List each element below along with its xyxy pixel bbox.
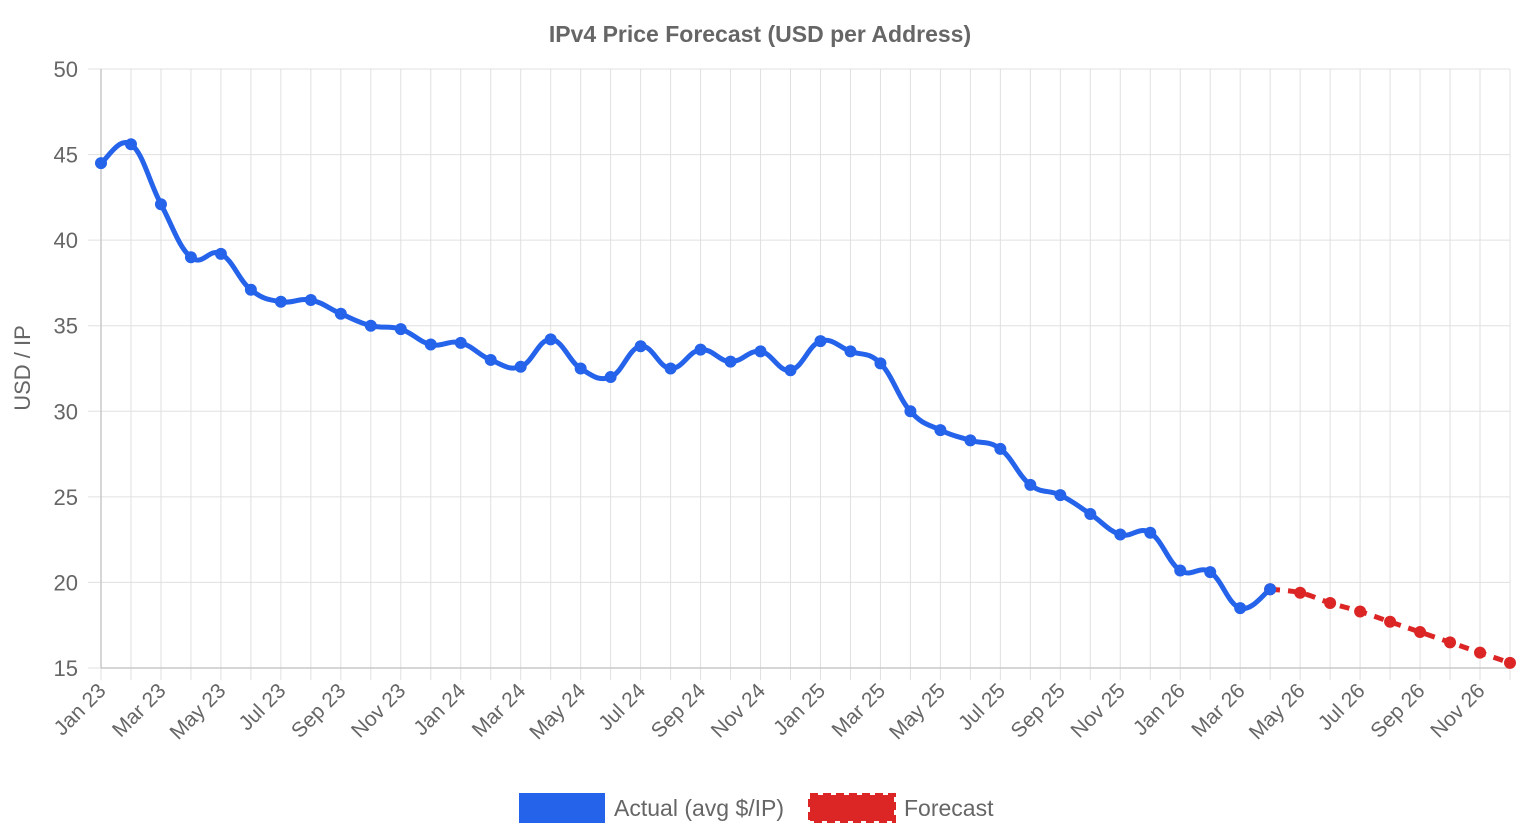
series-line-forecast <box>1269 586 1511 666</box>
data-point[interactable] <box>1294 586 1307 599</box>
y-tick-label: 15 <box>54 656 78 681</box>
data-point[interactable] <box>1354 605 1367 618</box>
data-point[interactable] <box>904 405 917 418</box>
data-point[interactable] <box>694 343 707 356</box>
series-actual <box>95 138 1277 615</box>
data-point[interactable] <box>1324 596 1337 609</box>
data-point[interactable] <box>634 340 647 353</box>
data-point[interactable] <box>274 295 287 308</box>
x-tick-label: Nov 26 <box>1426 679 1489 742</box>
chart-title: IPv4 Price Forecast (USD per Address) <box>549 21 971 47</box>
data-point[interactable] <box>1234 602 1247 615</box>
legend-swatch-forecast <box>808 793 896 823</box>
legend[interactable]: Actual (avg $/IP) Forecast <box>519 793 994 823</box>
data-point[interactable] <box>1084 507 1097 520</box>
data-point[interactable] <box>1474 646 1487 659</box>
data-point[interactable] <box>304 294 317 307</box>
data-point[interactable] <box>1144 526 1157 539</box>
data-point[interactable] <box>484 353 497 366</box>
data-point[interactable] <box>844 345 857 358</box>
data-point[interactable] <box>574 362 587 375</box>
data-point[interactable] <box>754 345 767 358</box>
x-tick-label: Jul 25 <box>954 679 1010 735</box>
legend-label-forecast: Forecast <box>904 795 994 821</box>
y-tick-label: 50 <box>54 57 78 82</box>
data-point[interactable] <box>1204 566 1217 579</box>
data-point[interactable] <box>1444 636 1457 649</box>
data-point[interactable] <box>934 424 947 437</box>
data-point[interactable] <box>1114 528 1127 541</box>
y-tick-label: 45 <box>54 143 78 168</box>
series-layer <box>95 138 1516 669</box>
data-point[interactable] <box>1414 626 1427 639</box>
data-point[interactable] <box>424 338 437 351</box>
data-point[interactable] <box>1504 656 1516 669</box>
x-tick-label: Mar 25 <box>828 679 890 741</box>
data-point[interactable] <box>454 336 467 349</box>
y-tick-label: 40 <box>54 228 78 253</box>
y-axis-label: USD / IP <box>10 325 35 411</box>
x-tick-label: Nov 25 <box>1066 679 1129 742</box>
x-tick-label: Nov 24 <box>707 679 771 743</box>
x-tick-label: Sep 25 <box>1007 679 1070 742</box>
data-point[interactable] <box>784 364 797 377</box>
legend-item-actual[interactable]: Actual (avg $/IP) <box>519 793 784 823</box>
x-tick-label: Jan 25 <box>769 679 830 740</box>
data-point[interactable] <box>154 198 167 211</box>
x-tick-label: Mar 24 <box>468 679 531 742</box>
data-point[interactable] <box>1384 615 1397 628</box>
data-point[interactable] <box>514 360 527 373</box>
x-tick-label: Sep 26 <box>1366 679 1429 742</box>
data-point[interactable] <box>1024 478 1037 491</box>
y-tick-label: 35 <box>54 314 78 339</box>
x-tick-label: Jan 26 <box>1129 679 1190 740</box>
data-point[interactable] <box>964 434 977 447</box>
y-tick-label: 30 <box>54 399 78 424</box>
data-point[interactable] <box>394 323 407 336</box>
x-tick-label: May 24 <box>525 679 590 744</box>
x-tick-label: May 23 <box>165 679 230 744</box>
data-point[interactable] <box>1264 583 1277 596</box>
legend-swatch-actual <box>519 793 605 823</box>
data-point[interactable] <box>994 442 1007 455</box>
x-tick-label: Jul 26 <box>1314 679 1370 735</box>
data-point[interactable] <box>244 283 257 296</box>
y-tick-label: 20 <box>54 570 78 595</box>
data-point[interactable] <box>1174 564 1187 577</box>
data-point[interactable] <box>664 362 677 375</box>
x-tick-label: Jul 24 <box>594 679 650 735</box>
x-tick-label: Nov 23 <box>347 679 410 742</box>
data-point[interactable] <box>124 138 137 151</box>
data-point[interactable] <box>214 247 227 260</box>
y-tick-label: 25 <box>54 485 78 510</box>
data-point[interactable] <box>814 335 827 348</box>
x-tick-label: Mar 26 <box>1187 679 1249 741</box>
legend-label-actual: Actual (avg $/IP) <box>614 795 784 821</box>
data-point[interactable] <box>334 307 347 320</box>
data-point[interactable] <box>604 371 617 384</box>
x-tick-label: Jan 23 <box>50 679 111 740</box>
data-point[interactable] <box>724 355 737 368</box>
x-tick-label: Sep 23 <box>287 679 350 742</box>
data-point[interactable] <box>874 357 887 370</box>
x-tick-label: May 25 <box>885 679 950 744</box>
series-line-actual <box>98 140 1273 611</box>
x-tick-label: Sep 24 <box>647 679 711 743</box>
data-point[interactable] <box>364 319 377 332</box>
data-point[interactable] <box>95 157 107 170</box>
x-tick-label: Mar 23 <box>108 679 170 741</box>
data-point[interactable] <box>1054 489 1067 502</box>
x-tick-label: May 26 <box>1245 679 1310 744</box>
x-tick-label: Jan 24 <box>409 679 470 740</box>
legend-item-forecast[interactable]: Forecast <box>808 793 994 823</box>
x-tick-label: Jul 23 <box>235 679 291 735</box>
data-point[interactable] <box>544 333 557 346</box>
data-point[interactable] <box>184 251 197 264</box>
